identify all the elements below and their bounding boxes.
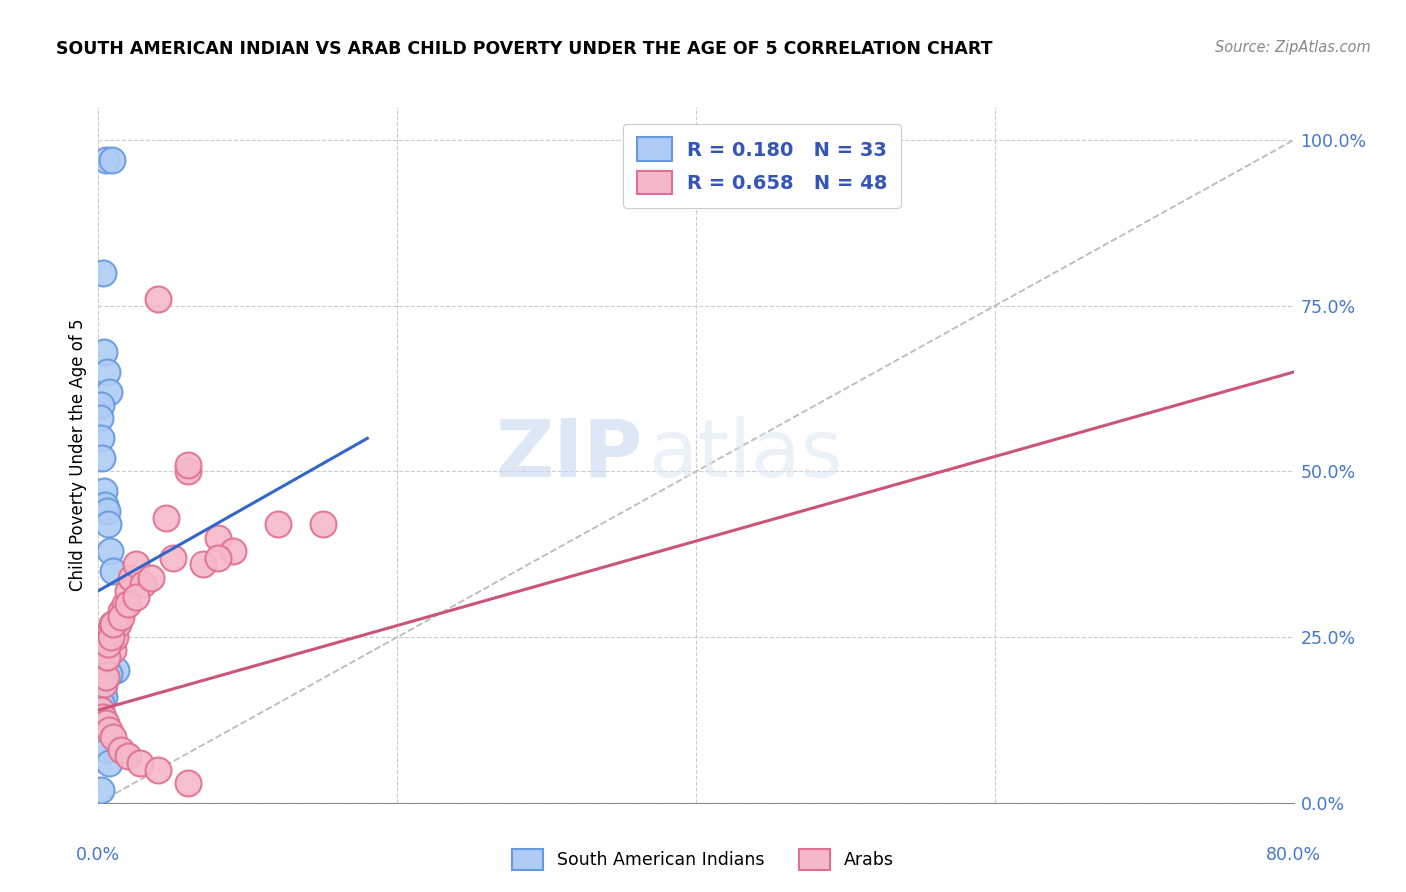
Point xyxy=(110,743,132,757)
Point xyxy=(91,663,114,677)
Point xyxy=(101,153,124,167)
Point xyxy=(96,650,118,665)
Point xyxy=(93,690,115,704)
Point xyxy=(207,550,229,565)
Point xyxy=(90,709,112,723)
Point xyxy=(97,666,120,681)
Legend: South American Indians, Arabs: South American Indians, Arabs xyxy=(503,840,903,879)
Point xyxy=(93,676,115,690)
Point xyxy=(125,591,148,605)
Point xyxy=(267,517,290,532)
Point xyxy=(93,345,115,359)
Point xyxy=(89,411,111,425)
Point xyxy=(96,650,118,665)
Legend: R = 0.180   N = 33, R = 0.658   N = 48: R = 0.180 N = 33, R = 0.658 N = 48 xyxy=(623,124,901,208)
Point xyxy=(94,663,117,677)
Point xyxy=(93,484,115,499)
Point xyxy=(148,763,170,777)
Text: 80.0%: 80.0% xyxy=(1265,846,1322,863)
Point xyxy=(91,657,114,671)
Point xyxy=(100,544,122,558)
Point xyxy=(91,683,114,698)
Point xyxy=(191,558,214,572)
Point xyxy=(94,153,117,167)
Point xyxy=(132,577,155,591)
Point xyxy=(100,630,122,644)
Y-axis label: Child Poverty Under the Age of 5: Child Poverty Under the Age of 5 xyxy=(69,318,87,591)
Point xyxy=(120,570,142,584)
Point xyxy=(117,583,139,598)
Point xyxy=(110,610,132,624)
Point xyxy=(91,709,114,723)
Point xyxy=(107,616,129,631)
Point xyxy=(104,630,127,644)
Point xyxy=(89,703,111,717)
Point xyxy=(94,670,117,684)
Text: ZIP: ZIP xyxy=(495,416,643,494)
Point xyxy=(96,743,118,757)
Point xyxy=(222,544,245,558)
Point xyxy=(93,643,115,657)
Point xyxy=(97,637,120,651)
Point xyxy=(97,637,120,651)
Point xyxy=(103,730,125,744)
Point xyxy=(207,531,229,545)
Point xyxy=(148,292,170,306)
Text: 0.0%: 0.0% xyxy=(76,846,121,863)
Point xyxy=(114,597,136,611)
Text: SOUTH AMERICAN INDIAN VS ARAB CHILD POVERTY UNDER THE AGE OF 5 CORRELATION CHART: SOUTH AMERICAN INDIAN VS ARAB CHILD POVE… xyxy=(56,40,993,58)
Point xyxy=(90,431,112,445)
Point xyxy=(177,465,200,479)
Point xyxy=(117,749,139,764)
Point xyxy=(89,713,111,727)
Point xyxy=(117,597,139,611)
Point xyxy=(125,558,148,572)
Point xyxy=(97,384,120,399)
Point xyxy=(105,663,128,677)
Point xyxy=(96,365,118,379)
Point xyxy=(110,604,132,618)
Point xyxy=(91,637,114,651)
Point xyxy=(97,756,120,770)
Point xyxy=(139,570,162,584)
Text: atlas: atlas xyxy=(648,416,842,494)
Point xyxy=(90,657,112,671)
Point xyxy=(155,511,177,525)
Point xyxy=(91,451,114,466)
Point xyxy=(93,660,115,674)
Point xyxy=(94,716,117,731)
Point xyxy=(177,776,200,790)
Point xyxy=(90,703,112,717)
Point xyxy=(100,624,122,638)
Point xyxy=(97,517,120,532)
Point xyxy=(177,458,200,472)
Point xyxy=(129,756,152,770)
Point xyxy=(101,616,124,631)
Point xyxy=(91,266,114,280)
Point xyxy=(93,650,115,665)
Point xyxy=(103,643,125,657)
Point xyxy=(162,550,184,565)
Point xyxy=(90,398,112,412)
Point xyxy=(311,517,333,532)
Point xyxy=(90,697,112,711)
Point xyxy=(97,723,120,737)
Point xyxy=(90,782,112,797)
Point xyxy=(96,504,118,518)
Point xyxy=(103,616,125,631)
Point xyxy=(103,564,125,578)
Point xyxy=(94,498,117,512)
Point xyxy=(90,670,112,684)
Point xyxy=(90,657,112,671)
Text: Source: ZipAtlas.com: Source: ZipAtlas.com xyxy=(1215,40,1371,55)
